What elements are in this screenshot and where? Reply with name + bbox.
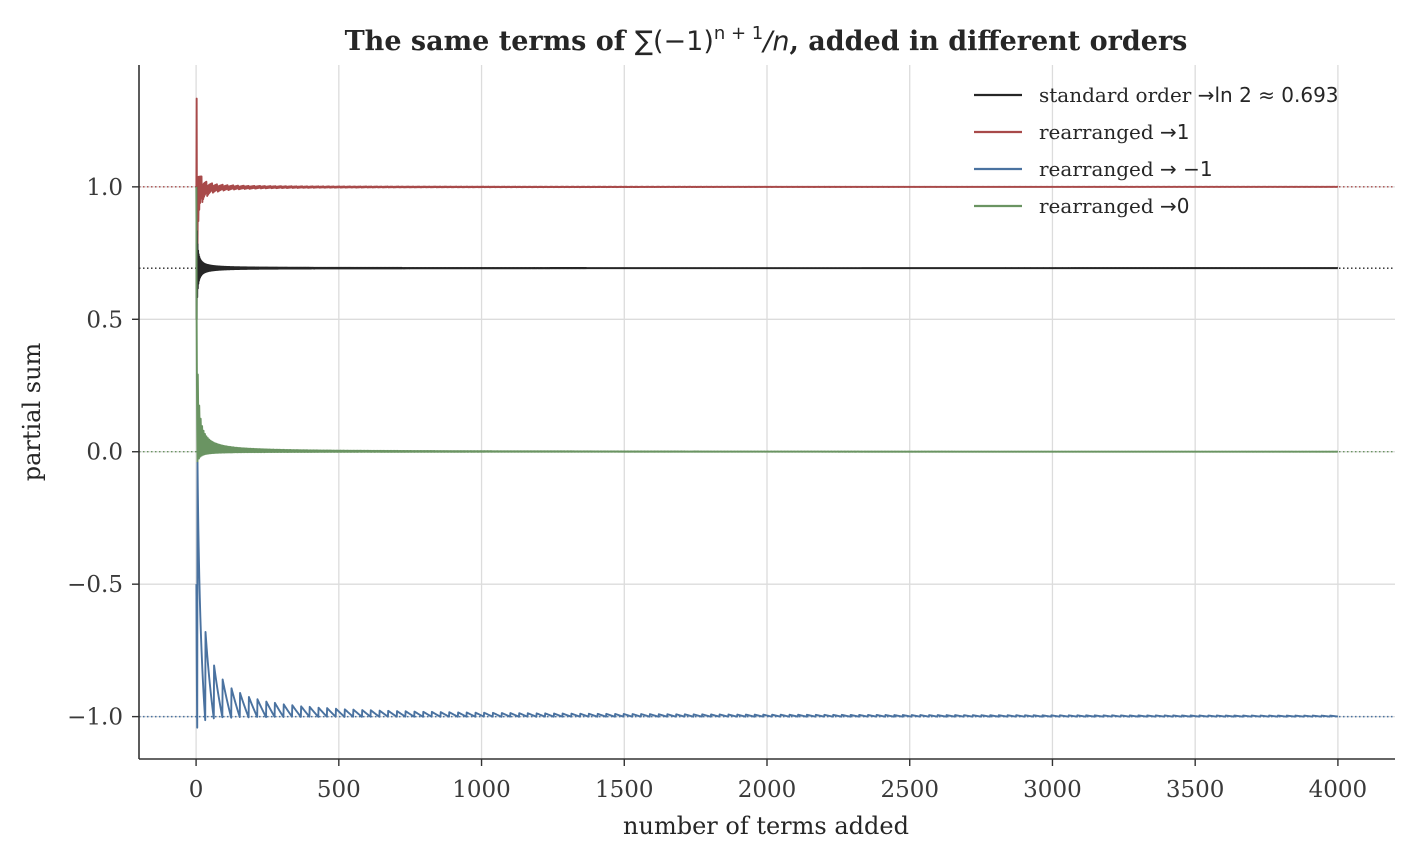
series-line (195, 461, 1339, 729)
series-line (195, 186, 1339, 464)
x-axis-label: number of terms added (623, 812, 909, 840)
y-tick-label: −1.0 (67, 705, 123, 731)
x-tick-label: 1000 (452, 777, 511, 803)
y-tick-label: 1.0 (86, 175, 123, 201)
y-tick-label: 0.5 (86, 307, 123, 333)
x-tick-label: 2500 (880, 777, 939, 803)
x-tick-label: 3000 (1023, 777, 1082, 803)
x-tick-label: 2000 (738, 777, 797, 803)
legend: standard order →ln 2 ≈ 0.693 rearranged →… (974, 83, 1339, 218)
x-tick-label: 3500 (1166, 777, 1225, 803)
chart-title: The same terms of ∑(−1)n + 1/n, added in… (345, 23, 1188, 57)
y-axis-label: partial sum (18, 342, 46, 481)
series-lines (195, 97, 1339, 729)
legend-label: rearranged →0 (1039, 194, 1190, 218)
x-ticks: 0 500 1000 1500 2000 2500 3000 3500 4000 (189, 759, 1367, 803)
x-tick-label: 0 (189, 777, 204, 803)
legend-label: rearranged →1 (1039, 120, 1190, 144)
y-ticks: 1.0 0.5 0.0 −0.5 −1.0 (67, 175, 139, 731)
series-line (195, 186, 1339, 321)
series-line (195, 97, 1339, 246)
x-tick-label: 4000 (1309, 777, 1368, 803)
x-tick-label: 1500 (595, 777, 654, 803)
x-tick-label: 500 (317, 777, 361, 803)
legend-label: standard order →ln 2 ≈ 0.693 (1039, 83, 1339, 107)
y-tick-label: −0.5 (67, 572, 123, 598)
legend-label: rearranged → −1 (1039, 157, 1213, 181)
y-tick-label: 0.0 (86, 440, 123, 466)
